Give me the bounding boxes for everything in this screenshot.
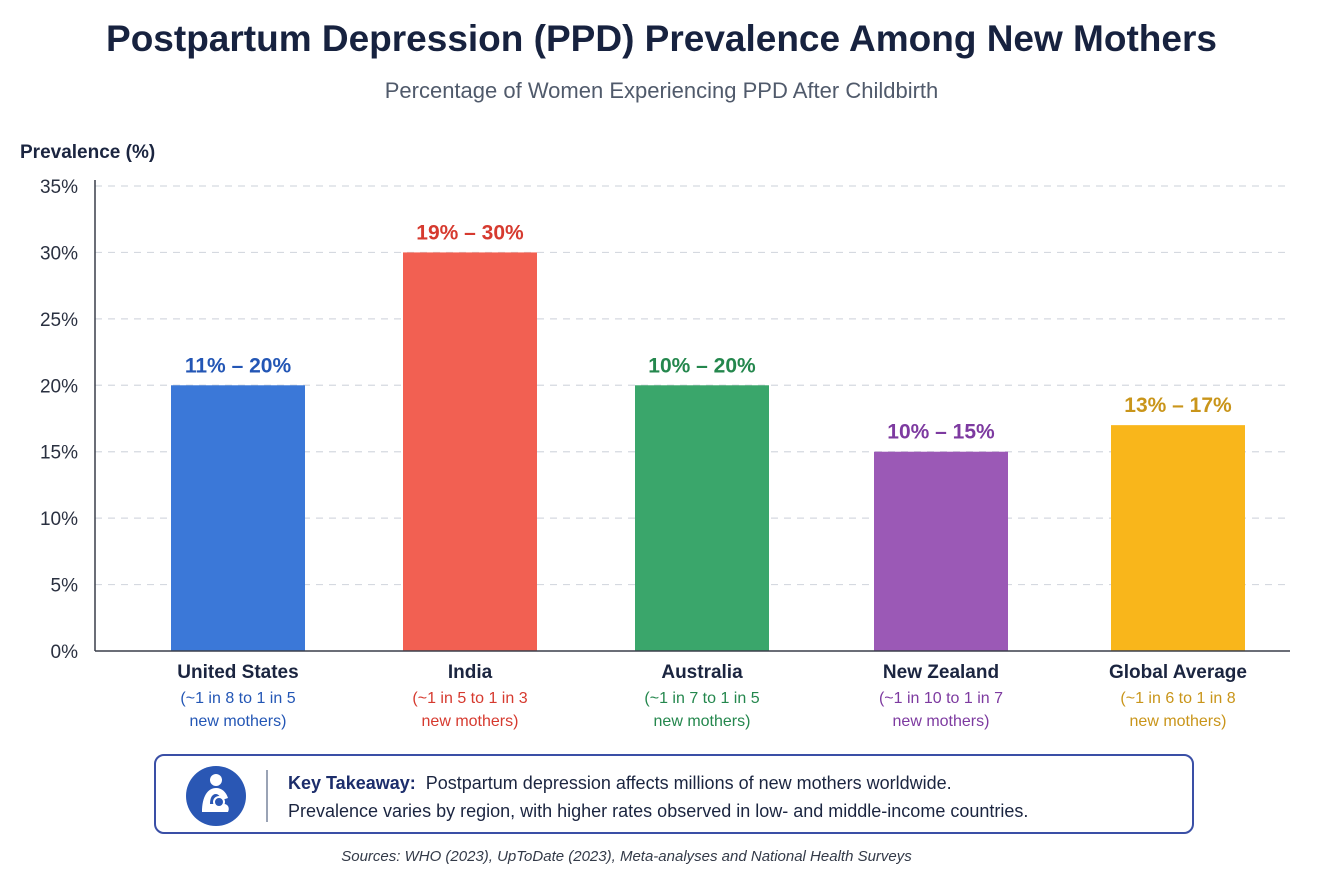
bar-global-average (1111, 425, 1245, 651)
callout-text: Key Takeaway: Postpartum depression affe… (288, 769, 1178, 825)
chart-title: Postpartum Depression (PPD) Prevalence A… (106, 18, 1217, 59)
value-label: 13% – 17% (1124, 394, 1232, 417)
value-label: 10% – 20% (648, 354, 756, 377)
y-tick-label: 25% (40, 310, 78, 331)
x-tick-label: New Zealand (883, 662, 999, 683)
category-note-line-1: (~1 in 10 to 1 in 7 (879, 690, 1003, 707)
category-note-line-2: new mothers) (654, 713, 751, 730)
y-tick-label: 20% (40, 376, 78, 397)
callout-line-2: Prevalence varies by region, with higher… (288, 801, 1029, 821)
y-tick-label: 5% (51, 576, 79, 597)
category-note-line-1: (~1 in 5 to 1 in 3 (412, 690, 527, 707)
chart-subtitle: Percentage of Women Experiencing PPD Aft… (384, 78, 939, 103)
key-takeaway-box: Key Takeaway: Postpartum depression affe… (154, 754, 1194, 834)
y-tick-label: 30% (40, 243, 78, 264)
sources-note: Sources: WHO (2023), UpToDate (2023), Me… (341, 848, 912, 865)
value-label: 11% – 20% (185, 354, 292, 377)
x-tick-label: India (448, 662, 493, 683)
bar-chart: Prevalence (%) 0% 5% 10% 15% 20% 25% 30% 35% 11… (20, 142, 1290, 730)
category-note-line-1: (~1 in 7 to 1 in 5 (644, 690, 759, 707)
category-note-line-1: (~1 in 6 to 1 in 8 (1120, 690, 1235, 707)
bars (171, 252, 1245, 651)
x-tick-label: United States (177, 662, 298, 683)
category-note-line-2: new mothers) (1130, 713, 1227, 730)
category-note-line-2: new mothers) (893, 713, 990, 730)
bar-australia (635, 385, 769, 651)
y-axis-label: Prevalence (%) (20, 142, 155, 163)
bar-new-zealand (874, 451, 1008, 651)
x-tick-label: Global Average (1109, 662, 1247, 683)
callout-heading: Key Takeaway: (288, 773, 416, 793)
mother-baby-icon (186, 766, 246, 826)
callout-line-1: Postpartum depression affects millions o… (425, 773, 952, 793)
category-note-line-2: new mothers) (422, 713, 519, 730)
x-tick-labels: United States (~1 in 8 to 1 in 5 new mothe… (177, 662, 1247, 730)
y-tick-label: 15% (40, 443, 78, 464)
category-note-line-1: (~1 in 8 to 1 in 5 (180, 690, 295, 707)
y-tick-label: 10% (40, 509, 78, 530)
y-tick-labels: 0% 5% 10% 15% 20% 25% 30% 35% (40, 177, 78, 663)
y-tick-label: 35% (40, 177, 78, 198)
callout-divider (266, 770, 268, 822)
value-label: 10% – 15% (887, 421, 995, 444)
bar-united-states (171, 385, 305, 651)
category-note-line-2: new mothers) (190, 713, 287, 730)
y-tick-label: 0% (51, 642, 79, 663)
value-label: 19% – 30% (416, 221, 524, 244)
value-labels: 11% – 20% 19% – 30% 10% – 20% 10% – 15% 13% … (185, 221, 1232, 443)
bar-india (403, 252, 537, 651)
x-tick-label: Australia (661, 662, 743, 683)
